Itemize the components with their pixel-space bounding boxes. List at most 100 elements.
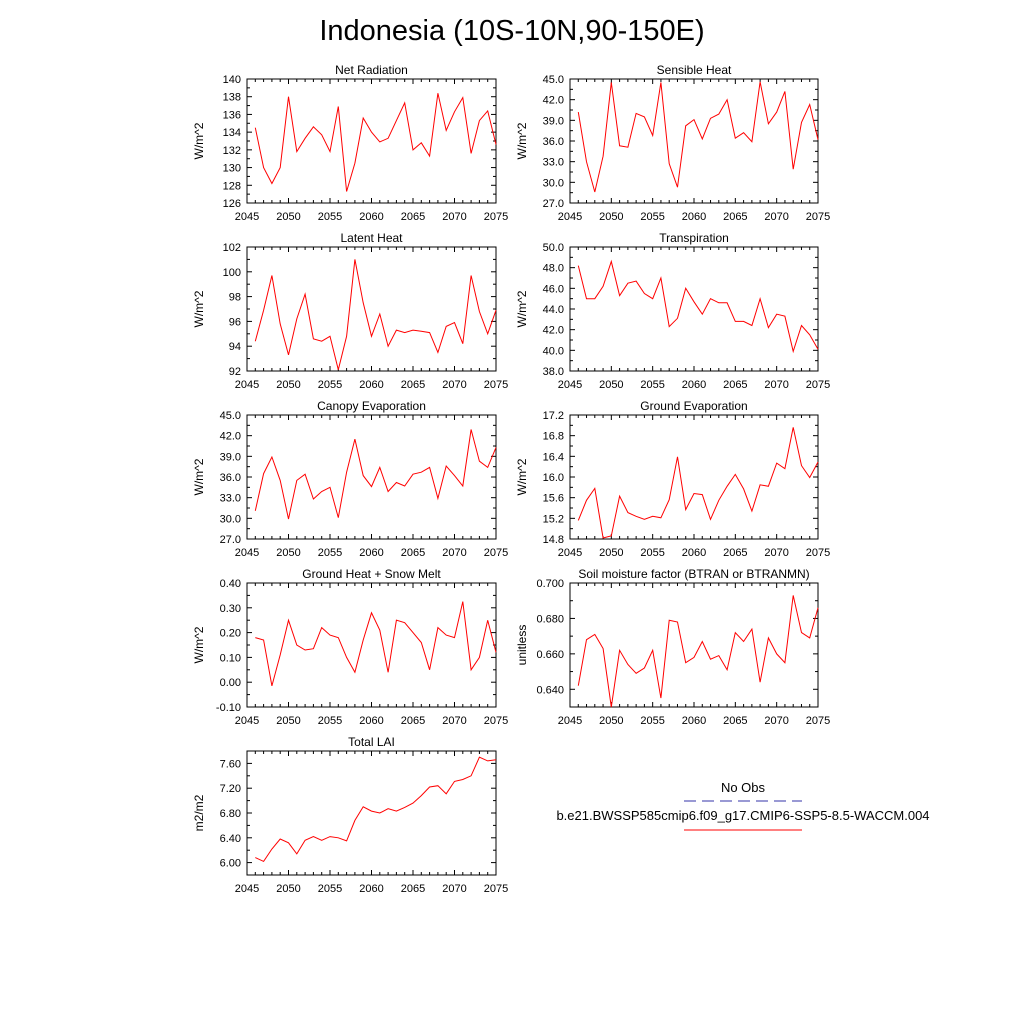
- x-tick-label: 2075: [484, 715, 508, 727]
- chart-latent-heat: Latent Heat W/m^2 2045 2050 2055 2060 2065 2070…: [192, 231, 508, 391]
- x-tick-label: 2050: [599, 547, 623, 559]
- x-tick-label: 2065: [723, 547, 747, 559]
- x-tick-label: 2065: [401, 211, 425, 223]
- x-tick-label: 2070: [442, 379, 466, 391]
- x-tick-label: 2050: [599, 379, 623, 391]
- y-tick-label: 16.4: [543, 451, 564, 463]
- x-tick-label: 2060: [359, 715, 383, 727]
- y-tick-label: 0.680: [536, 613, 564, 625]
- legend-label-model: b.e21.BWSSP585cmip6.f09_g17.CMIP6-SSP5-8…: [556, 808, 929, 823]
- y-axis-label: W/m^2: [515, 458, 529, 495]
- y-tick-label: 140: [223, 74, 241, 86]
- chart-soil-moisture-factor-btran-or-btranmn: Soil moisture factor (BTRAN or BTRANMN) u…: [515, 567, 830, 727]
- y-axis-label: W/m^2: [515, 290, 529, 327]
- chart-sensible-heat: Sensible Heat W/m^2 2045 2050 2055 2060 2065 20…: [515, 63, 830, 223]
- y-tick-label: 36.0: [543, 136, 564, 148]
- y-axis-label: W/m^2: [192, 122, 206, 159]
- figure-title: Indonesia (10S-10N,90-150E): [319, 15, 704, 47]
- chart-transpiration: Transpiration W/m^2 2045 2050 2055 2060 2065 20…: [515, 231, 830, 391]
- series-line: [577, 259, 819, 354]
- chart-total-lai: Total LAI m2/m2 2045 2050 2055 2060 2065 2070 20…: [192, 735, 508, 895]
- x-tick-label: 2075: [806, 547, 830, 559]
- x-tick-label: 2065: [401, 883, 425, 895]
- x-tick-label: 2070: [442, 715, 466, 727]
- y-tick-label: 7.60: [220, 758, 241, 770]
- y-tick-label: 94: [229, 341, 241, 353]
- x-tick-label: 2060: [359, 883, 383, 895]
- y-tick-label: 0.10: [220, 652, 241, 664]
- x-tick-label: 2045: [235, 883, 259, 895]
- y-tick-label: 16.0: [543, 472, 564, 484]
- y-tick-label: 128: [223, 180, 241, 192]
- x-tick-label: 2060: [682, 715, 706, 727]
- y-tick-label: 44.0: [543, 304, 564, 316]
- x-tick-label: 2055: [318, 883, 342, 895]
- x-tick-label: 2075: [806, 211, 830, 223]
- y-tick-label: 14.8: [543, 534, 564, 546]
- legend-label-obs: No Obs: [721, 780, 766, 795]
- y-tick-label: 134: [223, 127, 241, 139]
- y-tick-label: 136: [223, 109, 241, 121]
- plot-title: Transpiration: [659, 231, 729, 245]
- x-tick-label: 2050: [276, 547, 300, 559]
- x-tick-label: 2045: [558, 379, 582, 391]
- y-tick-label: 38.0: [543, 366, 564, 378]
- x-tick-label: 2060: [682, 211, 706, 223]
- x-tick-label: 2065: [401, 547, 425, 559]
- plot-title: Canopy Evaporation: [317, 399, 426, 413]
- x-tick-label: 2050: [599, 211, 623, 223]
- y-tick-label: 33.0: [543, 157, 564, 169]
- y-tick-label: 50.0: [543, 242, 564, 254]
- series-line: [577, 427, 819, 539]
- y-tick-label: 98: [229, 292, 241, 304]
- x-tick-label: 2065: [401, 379, 425, 391]
- y-tick-label: 16.8: [543, 431, 564, 443]
- y-tick-label: 46.0: [543, 283, 564, 295]
- plot-title: Soil moisture factor (BTRAN or BTRANMN): [578, 567, 809, 581]
- y-tick-label: 17.2: [543, 410, 564, 422]
- y-tick-label: 6.00: [220, 858, 241, 870]
- y-tick-label: 126: [223, 198, 241, 210]
- x-tick-label: 2055: [318, 211, 342, 223]
- y-tick-label: 27.0: [543, 198, 564, 210]
- chart-canopy-evaporation: Canopy Evaporation W/m^2 2045 2050 2055 2060 2…: [192, 399, 508, 559]
- y-tick-label: 36.0: [220, 472, 241, 484]
- x-tick-label: 2065: [401, 715, 425, 727]
- plot-title: Sensible Heat: [657, 63, 732, 77]
- x-tick-label: 2060: [359, 379, 383, 391]
- x-tick-label: 2050: [276, 211, 300, 223]
- x-tick-label: 2075: [484, 379, 508, 391]
- x-tick-label: 2075: [484, 211, 508, 223]
- x-tick-label: 2070: [764, 547, 788, 559]
- x-tick-label: 2045: [235, 211, 259, 223]
- x-tick-label: 2065: [723, 715, 747, 727]
- y-axis-label: m2/m2: [192, 794, 206, 831]
- series-line: [577, 595, 819, 708]
- x-tick-label: 2070: [764, 379, 788, 391]
- x-tick-label: 2070: [764, 715, 788, 727]
- x-tick-label: 2070: [442, 211, 466, 223]
- y-tick-label: 42.0: [543, 95, 564, 107]
- y-axis-label: W/m^2: [192, 458, 206, 495]
- chart-ground-heat-snow-melt: Ground Heat + Snow Melt W/m^2 2045 2050 2055…: [192, 567, 508, 727]
- y-tick-label: 42.0: [543, 325, 564, 337]
- y-tick-label: 0.40: [220, 578, 241, 590]
- x-tick-label: 2055: [640, 379, 664, 391]
- series-line: [254, 429, 497, 520]
- y-tick-label: 0.640: [536, 684, 564, 696]
- x-tick-label: 2060: [359, 547, 383, 559]
- y-tick-label: 0.700: [536, 578, 564, 590]
- series-line: [255, 756, 497, 863]
- x-tick-label: 2070: [442, 547, 466, 559]
- y-axis-label: unitless: [515, 625, 529, 666]
- x-tick-label: 2075: [806, 379, 830, 391]
- y-tick-label: 0.660: [536, 649, 564, 661]
- y-tick-label: 40.0: [543, 345, 564, 357]
- x-tick-label: 2050: [276, 883, 300, 895]
- y-tick-label: 130: [223, 163, 241, 175]
- x-tick-label: 2055: [640, 547, 664, 559]
- y-tick-label: 45.0: [543, 74, 564, 86]
- x-tick-label: 2075: [484, 883, 508, 895]
